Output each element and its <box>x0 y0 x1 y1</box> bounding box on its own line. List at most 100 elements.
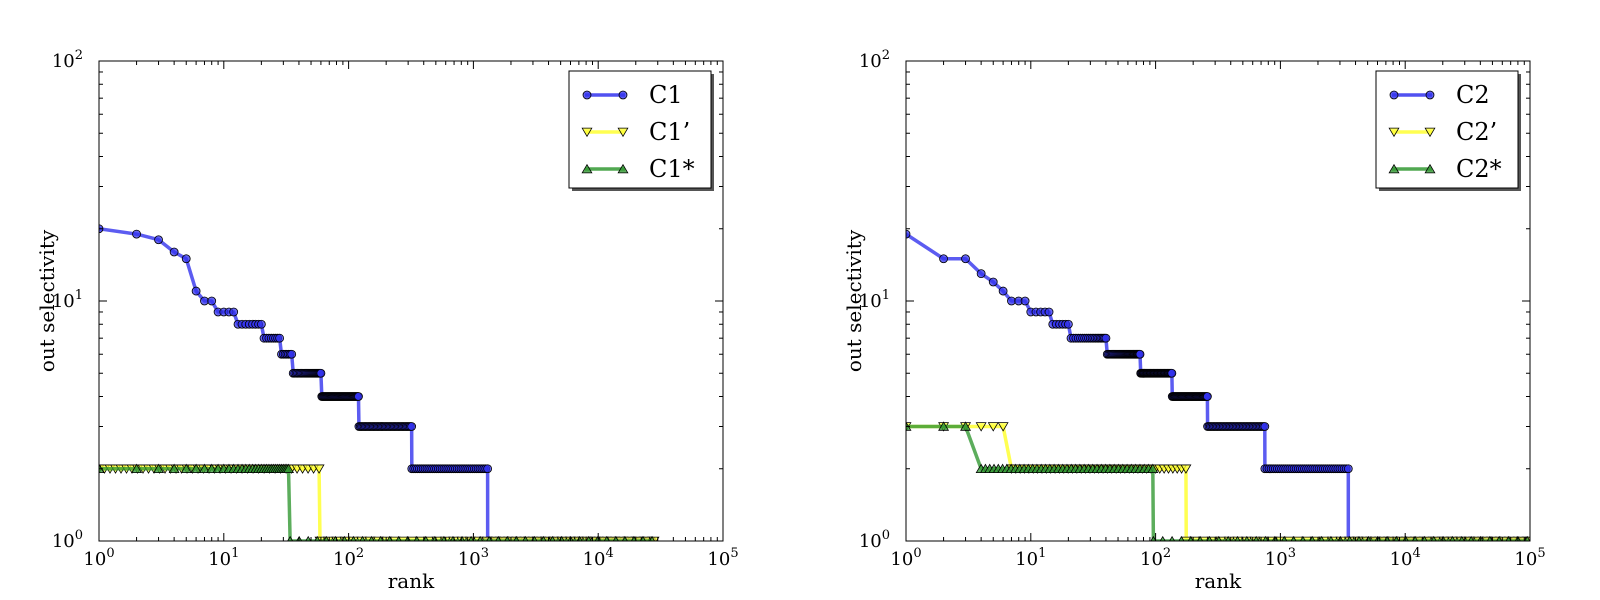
data-point <box>169 247 179 257</box>
data-point <box>181 254 191 264</box>
series-layer <box>906 229 1530 541</box>
series-line <box>99 467 655 541</box>
legend: C2 C2’ C2* <box>1375 70 1521 191</box>
data-point <box>938 421 950 431</box>
data-point <box>198 463 210 473</box>
data-point <box>975 422 987 432</box>
x-tick-label: 105 <box>1514 546 1545 570</box>
data-point <box>229 307 239 317</box>
legend-marker <box>1388 127 1400 138</box>
series-line <box>99 227 653 541</box>
data-point <box>190 463 202 473</box>
legend-marker <box>1388 163 1400 174</box>
chart-panel-right: 100 101 102 103 104 105 100 101 102 rank out selec… <box>842 48 1546 593</box>
legend-marker <box>581 127 593 138</box>
legend-entry: C2 <box>1389 81 1490 109</box>
data-point <box>1007 296 1016 306</box>
legend-marker <box>581 163 593 174</box>
legend-marker <box>1424 163 1436 174</box>
data-point <box>1180 464 1192 474</box>
data-point <box>283 463 295 473</box>
data-point <box>1167 368 1177 378</box>
x-tick-label: 100 <box>83 546 114 570</box>
series-C2-0 <box>906 229 1530 541</box>
data-point <box>407 422 417 431</box>
y-tick-label: 100 <box>859 528 890 552</box>
data-point <box>976 269 986 279</box>
legend-label: C2’ <box>1456 118 1497 146</box>
series-C1-0 <box>99 224 657 541</box>
data-point <box>154 235 163 245</box>
data-point <box>988 277 998 287</box>
data-point <box>200 296 209 306</box>
legend-label: C2 <box>1456 81 1490 109</box>
data-point <box>191 286 201 296</box>
legend-entry: C1 <box>582 81 683 109</box>
series-C1-1 <box>99 464 660 541</box>
legend-label: C1 <box>649 81 683 109</box>
x-axis-label: rank <box>1195 569 1242 593</box>
y-axis-label: out selectivity <box>842 229 866 372</box>
y-tick-label: 101 <box>52 288 83 312</box>
data-point <box>132 229 141 239</box>
data-point <box>1135 349 1145 359</box>
data-point <box>1202 392 1212 401</box>
data-point <box>256 319 266 329</box>
data-point <box>275 333 285 343</box>
data-point <box>287 349 297 359</box>
y-tick-label: 100 <box>52 528 83 552</box>
ticks <box>98 60 724 542</box>
x-tick-label: 103 <box>458 546 489 570</box>
series-line <box>906 232 1528 541</box>
data-point <box>1020 296 1030 306</box>
legend-label: C1’ <box>649 118 690 146</box>
y-axis-label: out selectivity <box>35 229 59 372</box>
data-point <box>1260 422 1270 431</box>
legend: C1 C1’ C1* <box>568 70 714 191</box>
legend-entry: C1’ <box>581 118 690 146</box>
legend-marker <box>1424 127 1436 138</box>
series-C2-2 <box>906 421 1530 541</box>
x-tick-label: 102 <box>1140 546 1171 570</box>
legend-entry: C1* <box>581 155 695 183</box>
x-tick-label: 104 <box>1390 546 1421 570</box>
legend-marker <box>1389 90 1399 100</box>
data-point <box>168 463 180 473</box>
data-point <box>987 422 999 432</box>
legend-label: C2* <box>1456 155 1502 183</box>
x-tick-label: 102 <box>333 546 364 570</box>
x-tick-label: 100 <box>890 546 921 570</box>
chart-panel-left: 100 101 102 103 104 105 100 101 102 rank out selec… <box>35 48 739 593</box>
data-point <box>313 464 325 474</box>
data-point <box>1343 464 1353 474</box>
data-point <box>961 254 970 264</box>
series-C2-1 <box>906 422 1530 541</box>
legend-marker <box>1425 90 1435 100</box>
data-point <box>960 421 972 431</box>
legend-marker <box>618 90 628 100</box>
data-point <box>483 464 493 474</box>
x-axis-label: rank <box>388 569 435 593</box>
x-tick-label: 103 <box>1265 546 1296 570</box>
x-tick-label: 101 <box>208 546 239 570</box>
legend-label: C1* <box>649 155 695 183</box>
y-tick-label: 101 <box>859 288 890 312</box>
data-point <box>997 422 1009 432</box>
legend-marker <box>582 90 592 100</box>
y-tick-label: 102 <box>859 48 890 72</box>
series-C1-2 <box>99 463 656 541</box>
ticks <box>905 60 1531 542</box>
data-point <box>207 296 217 306</box>
series-line <box>906 424 1530 541</box>
series-layer <box>99 224 660 541</box>
data-point <box>1044 307 1054 317</box>
data-point <box>906 229 911 239</box>
data-point <box>316 368 326 378</box>
x-tick-label: 104 <box>583 546 614 570</box>
legend-marker <box>617 163 629 174</box>
y-tick-label: 102 <box>52 48 83 72</box>
data-point <box>1147 463 1159 473</box>
legend-entry: C2* <box>1388 155 1502 183</box>
x-tick-label: 105 <box>707 546 738 570</box>
